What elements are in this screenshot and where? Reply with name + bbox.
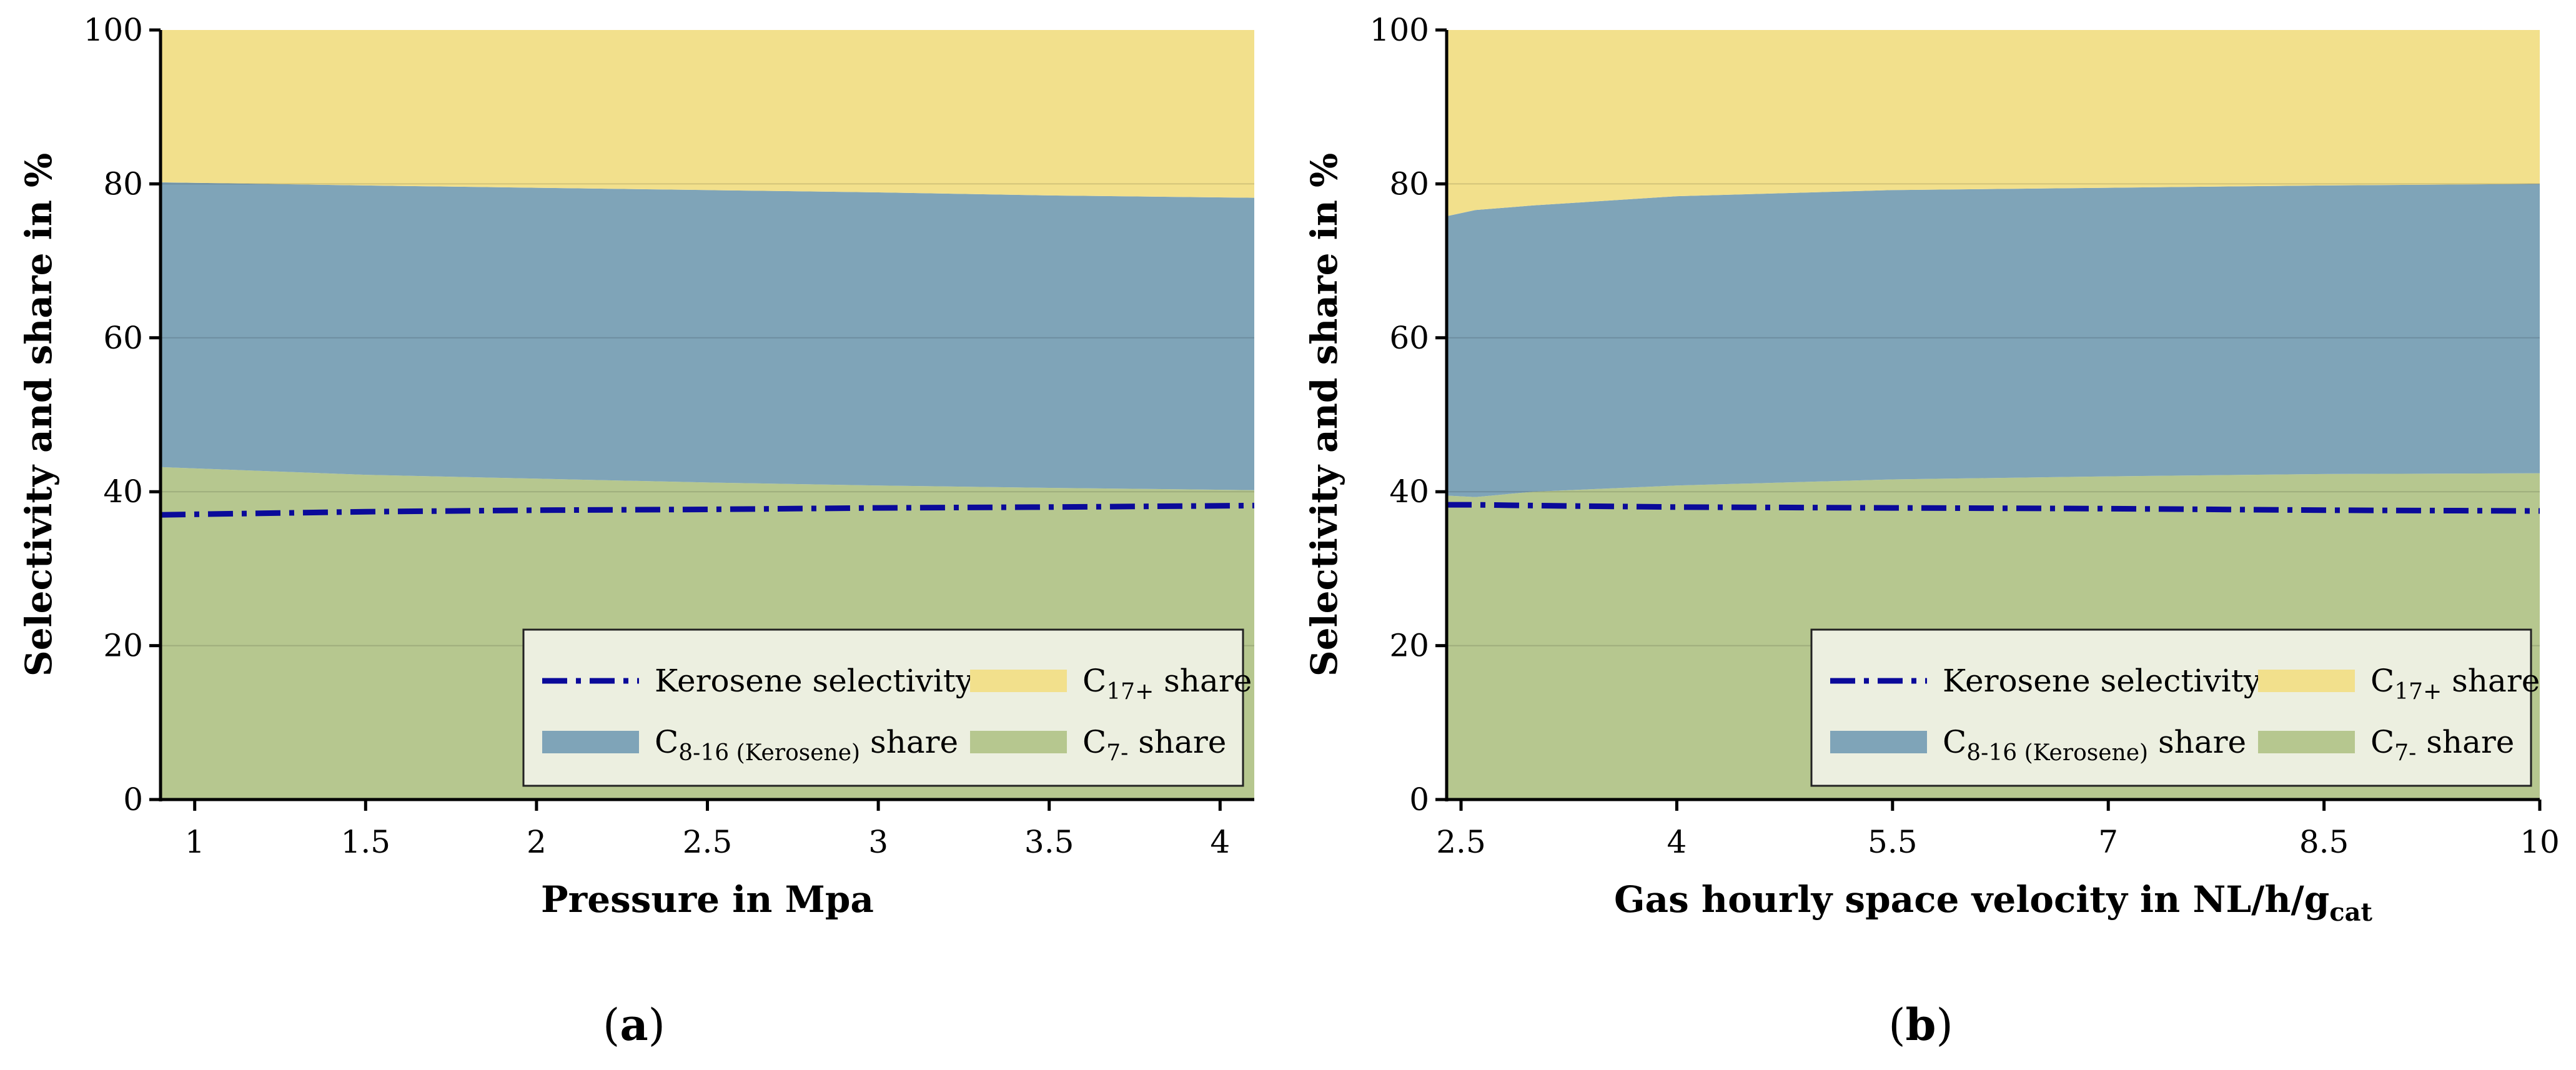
x-tick-label: 10 xyxy=(2520,824,2560,860)
legend-label-c17-share: C17+ share xyxy=(1082,663,1252,705)
x-tick-label: 2.5 xyxy=(1436,824,1486,860)
legend-swatch-c7-share xyxy=(2258,731,2355,753)
y-tick-label: 60 xyxy=(1389,320,1429,356)
legend: Kerosene selectivity C17+ share C8-16 (Ker… xyxy=(1810,628,2540,787)
x-axis-title: Gas hourly space velocity in NL/h/gcat xyxy=(1614,878,2373,927)
y-tick-label: 100 xyxy=(1370,12,1429,48)
legend-label-c17-share: C17+ share xyxy=(2370,663,2540,705)
axes: 0 20 40 60 80 100 2.5 4 5.5 7 8.5 10 xyxy=(1370,12,2560,860)
series-line-kerosene-selectivity xyxy=(160,502,1255,518)
y-axis-title: Selectivity and share in % xyxy=(1303,153,1345,676)
x-axis-title: Pressure in Mpa xyxy=(541,878,874,921)
y-tick-label: 100 xyxy=(84,12,143,48)
x-tick-label: 1.5 xyxy=(341,824,391,860)
area-kerosene-share xyxy=(161,182,1254,490)
panel-label: (a) xyxy=(603,999,665,1051)
legend-label-kerosene-selectivity: Kerosene selectivity xyxy=(1943,663,2262,699)
legend-swatch-kerosene-share xyxy=(1830,731,1927,753)
x-tick-label: 8.5 xyxy=(2299,824,2349,860)
x-tick-label: 7 xyxy=(2098,824,2118,860)
y-tick-label: 60 xyxy=(103,320,143,356)
y-tick-label: 80 xyxy=(1389,166,1429,202)
legend-box xyxy=(1810,628,2532,787)
y-tick-label: 0 xyxy=(123,781,143,818)
x-tick-label: 1 xyxy=(185,824,205,860)
y-tick-label: 80 xyxy=(103,166,143,202)
legend-swatch-c7-share xyxy=(970,731,1067,753)
x-tick-label: 4 xyxy=(1667,824,1687,860)
x-tick-label: 5.5 xyxy=(1868,824,1918,860)
legend-box xyxy=(522,628,1244,787)
series-line-kerosene-selectivity xyxy=(1447,502,2540,514)
chart-panel-a: 0 20 40 60 80 100 1 1.5 2 2.5 3 3.5 4 Selectivity and… xyxy=(17,12,1255,1051)
legend-swatch-kerosene-share xyxy=(542,731,639,753)
legend-label-c7-share: C7- share xyxy=(1082,724,1226,766)
y-tick-label: 40 xyxy=(1389,473,1429,510)
panel-label: (b) xyxy=(1888,999,1953,1051)
x-tick-label: 2 xyxy=(527,824,547,860)
y-tick-label: 40 xyxy=(103,473,143,510)
y-axis-title: Selectivity and share in % xyxy=(17,153,60,676)
y-tick-label: 20 xyxy=(103,628,143,664)
x-tick-label: 3 xyxy=(868,824,888,860)
y-tick-label: 20 xyxy=(1389,628,1429,664)
legend-swatch-c17-share xyxy=(2258,670,2355,692)
area-c17-share xyxy=(161,30,1254,198)
x-tick-label: 3.5 xyxy=(1024,824,1074,860)
y-tick-label: 0 xyxy=(1409,781,1429,818)
legend-swatch-c17-share xyxy=(970,670,1067,692)
axes: 0 20 40 60 80 100 1 1.5 2 2.5 3 3.5 4 xyxy=(84,12,1254,860)
area-c17-share xyxy=(1447,30,2540,217)
area-kerosene-share xyxy=(1447,184,2540,497)
legend-label-kerosene-share: C8-16 (Kerosene) share xyxy=(655,724,958,766)
legend: Kerosene selectivity C17+ share C8-16 (Ker… xyxy=(522,628,1252,787)
legend-label-kerosene-selectivity: Kerosene selectivity xyxy=(655,663,974,699)
x-tick-label: 2.5 xyxy=(683,824,733,860)
stacked-areas xyxy=(161,30,1254,800)
legend-label-c7-share: C7- share xyxy=(2370,724,2514,766)
legend-label-kerosene-share: C8-16 (Kerosene) share xyxy=(1943,724,2246,766)
chart-panel-b: 0 20 40 60 80 100 2.5 4 5.5 7 8.5 10 Selectivity and… xyxy=(1303,12,2560,1051)
x-tick-label: 4 xyxy=(1210,824,1230,860)
